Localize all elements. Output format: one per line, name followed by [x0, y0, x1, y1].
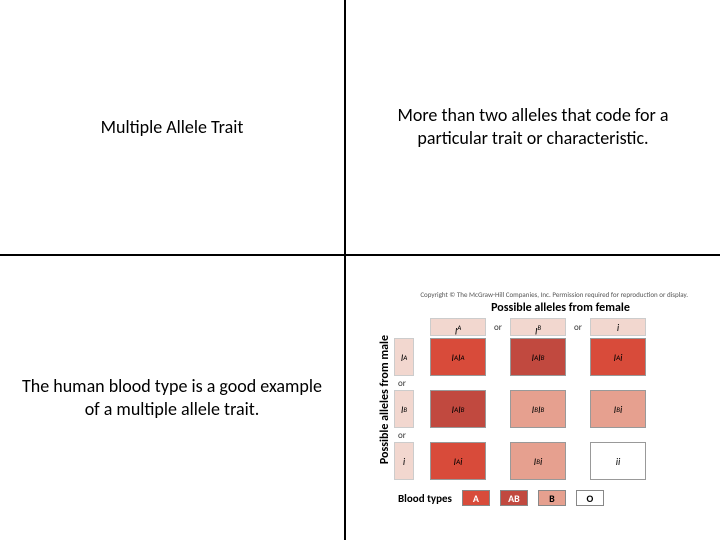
punnett-row: i IAi IBiii	[394, 442, 646, 480]
example-text: The human blood type is a good example o…	[20, 375, 324, 422]
col-header: i	[590, 318, 646, 336]
quadrant-bottom-left: The human blood type is a good example o…	[0, 255, 345, 540]
blood-type-box: B	[538, 490, 566, 506]
blood-type-box: O	[576, 490, 604, 506]
punnett-cell: ii	[590, 442, 646, 480]
row-header: IB	[394, 390, 414, 428]
male-alleles-heading: Possible alleles from male	[378, 335, 392, 464]
punnett-area: IAorIBoriIAIAIAIAIBIAiorIBIAIBIBIBIBiori…	[394, 318, 646, 482]
female-alleles-heading: Possible alleles from female	[433, 301, 688, 315]
punnett-cell: IAIA	[430, 338, 486, 376]
copyright-text: Copyright © The McGraw-Hill Companies, I…	[378, 290, 688, 299]
blood-type-box: A	[462, 490, 490, 506]
blood-type-box: AB	[500, 490, 528, 506]
col-header: IB	[510, 318, 566, 336]
four-quadrant-grid: Multiple Allele Trait More than two alle…	[0, 0, 720, 540]
punnett-cell: IBIB	[510, 390, 566, 428]
punnett-row: IAIAIAIAIBIAi	[394, 338, 646, 376]
row-header: IA	[394, 338, 414, 376]
blood-types-label: Blood types	[398, 492, 452, 505]
row-header: i	[394, 442, 414, 480]
or-label: or	[394, 378, 430, 390]
term-title: Multiple Allele Trait	[101, 116, 244, 138]
punnett-cell: IAIB	[510, 338, 566, 376]
term-definition: More than two alleles that code for a pa…	[366, 104, 700, 151]
or-label: or	[394, 430, 430, 442]
punnett-row: IB IAIB IBIB IBi	[394, 390, 646, 428]
punnett-wrap: Possible alleles from male IAorIBoriIAIA…	[378, 318, 688, 482]
punnett-diagram: Copyright © The McGraw-Hill Companies, I…	[378, 290, 688, 506]
col-header: IA	[430, 318, 486, 336]
punnett-cell: IBi	[510, 442, 566, 480]
column-headers: IAorIBori	[430, 318, 646, 336]
punnett-cell: IAi	[430, 442, 486, 480]
punnett-cell: IAi	[590, 338, 646, 376]
quadrant-bottom-right: Copyright © The McGraw-Hill Companies, I…	[345, 255, 720, 540]
or-label: or	[486, 322, 510, 333]
or-label: or	[566, 322, 590, 333]
quadrant-top-right: More than two alleles that code for a pa…	[345, 0, 720, 255]
blood-types-legend: Blood types A AB BO	[398, 490, 688, 506]
punnett-cell: IAIB	[430, 390, 486, 428]
punnett-cell: IBi	[590, 390, 646, 428]
quadrant-top-left: Multiple Allele Trait	[0, 0, 345, 255]
